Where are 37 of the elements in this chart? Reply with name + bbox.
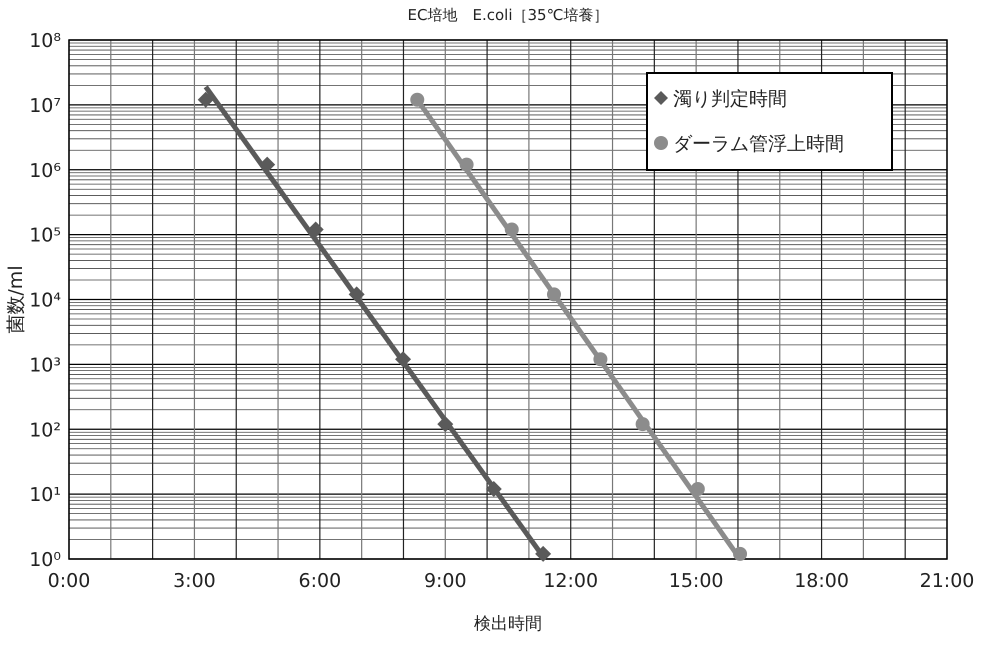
point [460, 158, 474, 172]
point [690, 482, 705, 496]
y-tick-label: 10⁴ [29, 290, 62, 312]
point [437, 416, 454, 432]
point [198, 92, 214, 108]
y-tick-label: 10⁸ [29, 30, 61, 52]
y-tick-label: 10⁷ [29, 94, 61, 117]
legend-label: 濁り判定時間 [673, 88, 787, 110]
x-tick-label: 9:00 [424, 570, 467, 592]
y-tick-label: 10⁶ [29, 160, 61, 182]
x-tick-label: 3:00 [173, 570, 216, 592]
x-axis-title: 検出時間 [474, 614, 542, 634]
point [348, 286, 365, 302]
x-tick-label: 21:00 [920, 570, 974, 592]
point [410, 92, 424, 107]
y-tick-label: 10⁰ [29, 549, 61, 571]
x-tick-label: 0:00 [48, 570, 90, 592]
y-tick-label: 10³ [29, 354, 61, 376]
y-tick-label: 10¹ [29, 484, 61, 506]
x-tick-label: 12:00 [543, 570, 598, 592]
point [308, 221, 324, 238]
point [504, 222, 519, 236]
point [636, 417, 650, 432]
point [546, 287, 561, 302]
point [395, 351, 412, 368]
point [733, 546, 748, 561]
x-tick-label: 15:00 [668, 570, 724, 592]
chart-title: EC培地 E.coli［35℃培養］ [408, 6, 608, 24]
x-tick-label: 18:00 [794, 570, 849, 592]
y-tick-label: 10⁵ [29, 224, 61, 247]
point [535, 546, 552, 562]
point [486, 480, 502, 497]
y-axis-title: 菌数/ml [5, 265, 27, 334]
legend-label: ダーラム管浮上時間 [673, 133, 844, 155]
y-tick-label: 10² [29, 419, 61, 442]
x-tick-label: 6:00 [298, 570, 342, 592]
point [593, 352, 608, 366]
